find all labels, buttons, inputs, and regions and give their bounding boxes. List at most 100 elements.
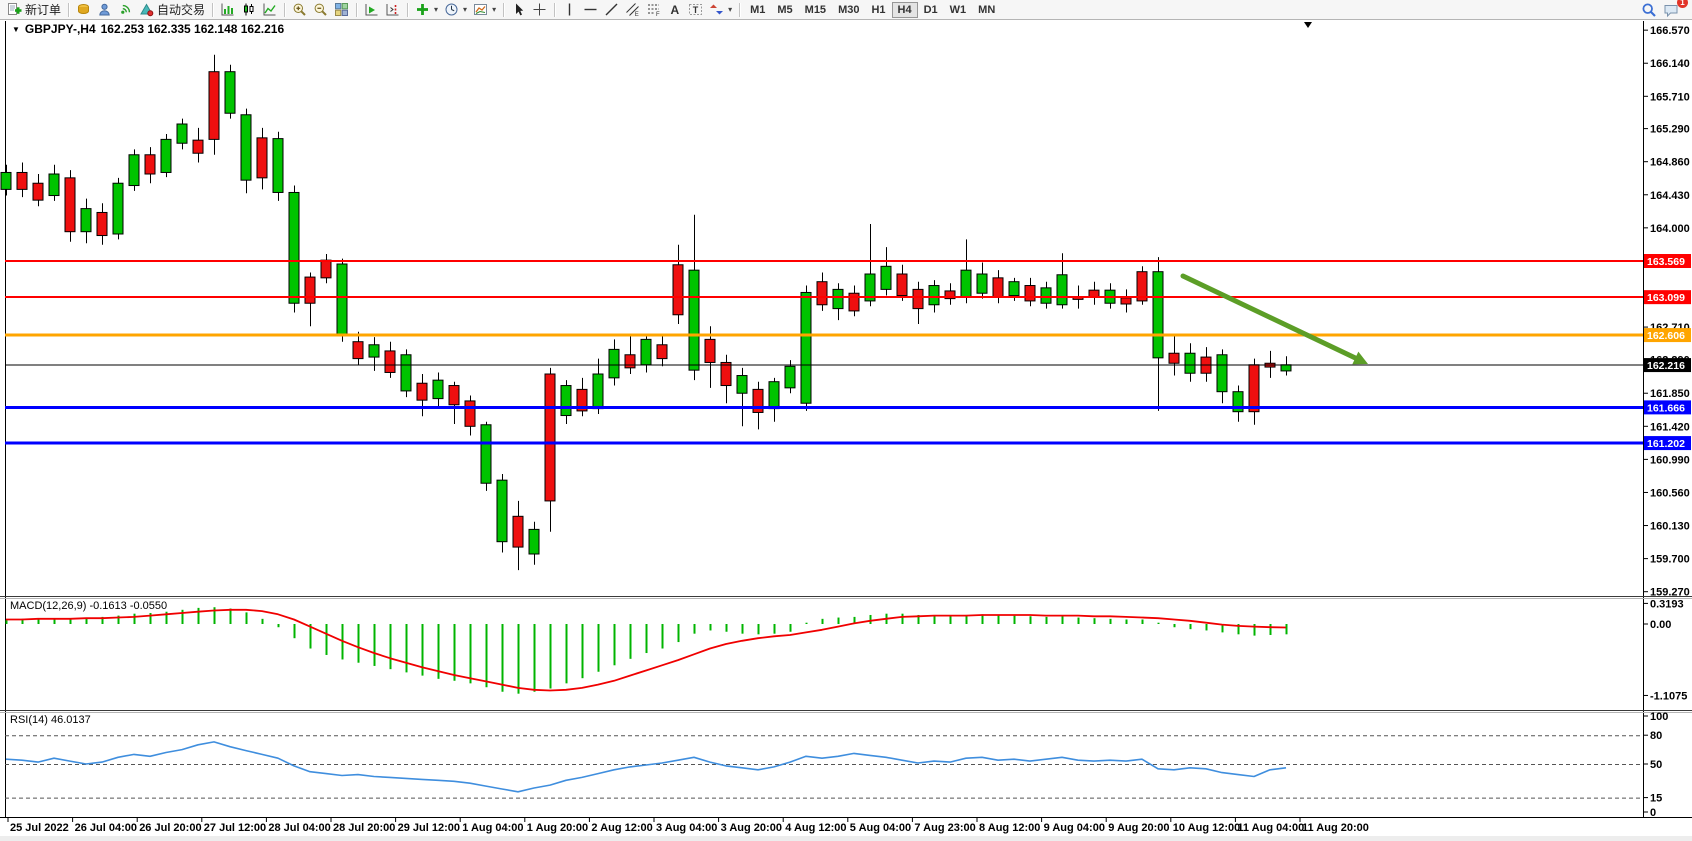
svg-text:9 Aug 20:00: 9 Aug 20:00 [1108, 822, 1169, 834]
crosshair-tool-button[interactable] [529, 1, 550, 18]
rsi-indicator-label: RSI(14) 46.0137 [10, 714, 91, 726]
fibonacci-tool-button[interactable]: F [643, 1, 664, 18]
toolbar-separator [68, 2, 70, 17]
svg-text:165.710: 165.710 [1650, 91, 1690, 103]
svg-text:164.000: 164.000 [1650, 223, 1690, 235]
svg-text:166.140: 166.140 [1650, 58, 1690, 70]
svg-text:28 Jul 04:00: 28 Jul 04:00 [268, 822, 330, 834]
svg-text:F: F [656, 12, 660, 17]
zoom-out-button[interactable] [310, 1, 331, 18]
timeframe-mn-button[interactable]: MN [978, 3, 996, 16]
svg-text:25 Jul 2022: 25 Jul 2022 [10, 822, 69, 834]
search-icon [1642, 2, 1656, 17]
line-chart-button[interactable] [259, 1, 280, 18]
svg-text:-1.1075: -1.1075 [1650, 690, 1687, 702]
profile-button[interactable] [94, 1, 115, 18]
timeframe-h1-button[interactable]: H1 [871, 3, 886, 16]
zoom-in-icon [293, 3, 306, 16]
trendline-tool-button[interactable] [601, 1, 622, 18]
timeframe-h4-button[interactable]: H4 [891, 1, 918, 18]
bar-chart-button[interactable] [217, 1, 238, 18]
signals-button[interactable] [115, 1, 136, 18]
notifications-button[interactable]: 1 [1660, 0, 1688, 18]
indicators-icon [417, 4, 429, 15]
svg-text:161.202: 161.202 [1647, 438, 1685, 450]
timeframe-m1-button[interactable]: M1 [750, 3, 766, 16]
market-depth-button[interactable] [73, 1, 94, 18]
svg-text:0.3193: 0.3193 [1650, 598, 1684, 610]
chevron-down-icon: ▾ [728, 5, 733, 14]
toolbar-separator [739, 2, 741, 17]
svg-text:28 Jul 20:00: 28 Jul 20:00 [333, 822, 395, 834]
svg-text:160.990: 160.990 [1650, 454, 1690, 466]
svg-text:11 Aug 20:00: 11 Aug 20:00 [1302, 822, 1369, 834]
bar-chart-icon [221, 3, 234, 16]
svg-text:10 Aug 12:00: 10 Aug 12:00 [1173, 822, 1240, 834]
vertical-line-icon [568, 3, 571, 16]
chevron-down-icon: ▾ [463, 5, 468, 14]
autotrading-icon [140, 3, 154, 17]
timeframe-m15-button[interactable]: M15 [804, 3, 827, 16]
equidistant-channel-tool-button[interactable]: E [622, 1, 643, 18]
auto-scroll-button[interactable] [361, 1, 382, 18]
svg-text:160.560: 160.560 [1650, 487, 1690, 499]
toolbar-separator [554, 2, 556, 17]
vertical-line-tool-button[interactable] [559, 1, 580, 18]
svg-text:159.270: 159.270 [1650, 587, 1690, 599]
timeframe-m5-button[interactable]: M5 [777, 3, 793, 16]
toolbar: 新订单 自动交易 [0, 0, 1692, 20]
svg-text:7 Aug 23:00: 7 Aug 23:00 [914, 822, 975, 834]
autotrading-button[interactable]: 自动交易 [136, 1, 208, 18]
svg-text:26 Jul 04:00: 26 Jul 04:00 [75, 822, 137, 834]
timeframe-w1-button[interactable]: W1 [949, 3, 967, 16]
periods-button[interactable]: ▾ [441, 1, 470, 18]
text-label-tool-button[interactable]: T [685, 1, 706, 18]
trend-arrow[interactable] [1180, 273, 1368, 365]
price-axis[interactable]: 166.570 166.140 165.710 165.290 164.860 164.4… [1643, 25, 1691, 819]
zoom-out-icon [314, 3, 327, 16]
horizontal-levels-layer[interactable] [5, 260, 1643, 445]
clock-icon [445, 3, 458, 16]
arrows-tool-button[interactable]: ▾ [706, 1, 735, 18]
chart-title: ▼ GBPJPY-,H4 162.253 162.335 162.148 162… [12, 22, 284, 36]
ohlc-values: 162.253 162.335 162.148 162.216 [100, 22, 285, 36]
macd-layer [5, 607, 1288, 694]
svg-text:159.700: 159.700 [1650, 554, 1690, 566]
tile-windows-button[interactable] [331, 1, 352, 18]
svg-text:5 Aug 04:00: 5 Aug 04:00 [850, 822, 911, 834]
svg-text:165.290: 165.290 [1650, 124, 1690, 136]
chart-dropdown-icon[interactable]: ▼ [12, 24, 20, 34]
chart-shift-marker[interactable] [1304, 22, 1312, 28]
svg-text:0: 0 [1650, 807, 1656, 819]
trendline-icon [605, 3, 618, 16]
svg-text:162.606: 162.606 [1647, 330, 1685, 342]
svg-text:161.850: 161.850 [1650, 388, 1690, 400]
chevron-down-icon: ▾ [492, 5, 497, 14]
toolbar-separator [284, 2, 286, 17]
timeframe-d1-button[interactable]: D1 [923, 3, 938, 16]
svg-text:100: 100 [1650, 711, 1668, 723]
fibonacci-icon: F [648, 4, 660, 17]
market-depth-icon [78, 4, 90, 14]
notification-count-badge: 1 [1677, 0, 1688, 8]
time-axis[interactable]: 25 Jul 2022 26 Jul 04:00 26 Jul 20:00 27 Ju… [7, 817, 1369, 834]
new-order-button[interactable]: 新订单 [4, 1, 64, 18]
panel-borders [0, 19, 1692, 841]
timeframe-m30-button[interactable]: M30 [838, 3, 860, 16]
tile-windows-icon [335, 3, 349, 16]
chart-shift-button[interactable] [382, 1, 403, 18]
cursor-tool-button[interactable] [508, 1, 529, 18]
zoom-in-button[interactable] [289, 1, 310, 18]
text-label-icon: T [689, 4, 703, 15]
indicators-button[interactable]: ▾ [412, 1, 441, 18]
svg-text:29 Jul 12:00: 29 Jul 12:00 [398, 822, 460, 834]
cursor-icon [516, 3, 524, 16]
templates-button[interactable]: ▾ [470, 1, 499, 18]
text-tool-button[interactable]: A [664, 1, 685, 18]
chat-bubble-icon [1664, 4, 1678, 17]
candlestick-chart-button[interactable] [238, 1, 259, 18]
horizontal-line-tool-button[interactable] [580, 1, 601, 18]
svg-text:27 Jul 12:00: 27 Jul 12:00 [204, 822, 266, 834]
search-button[interactable] [1638, 1, 1660, 18]
